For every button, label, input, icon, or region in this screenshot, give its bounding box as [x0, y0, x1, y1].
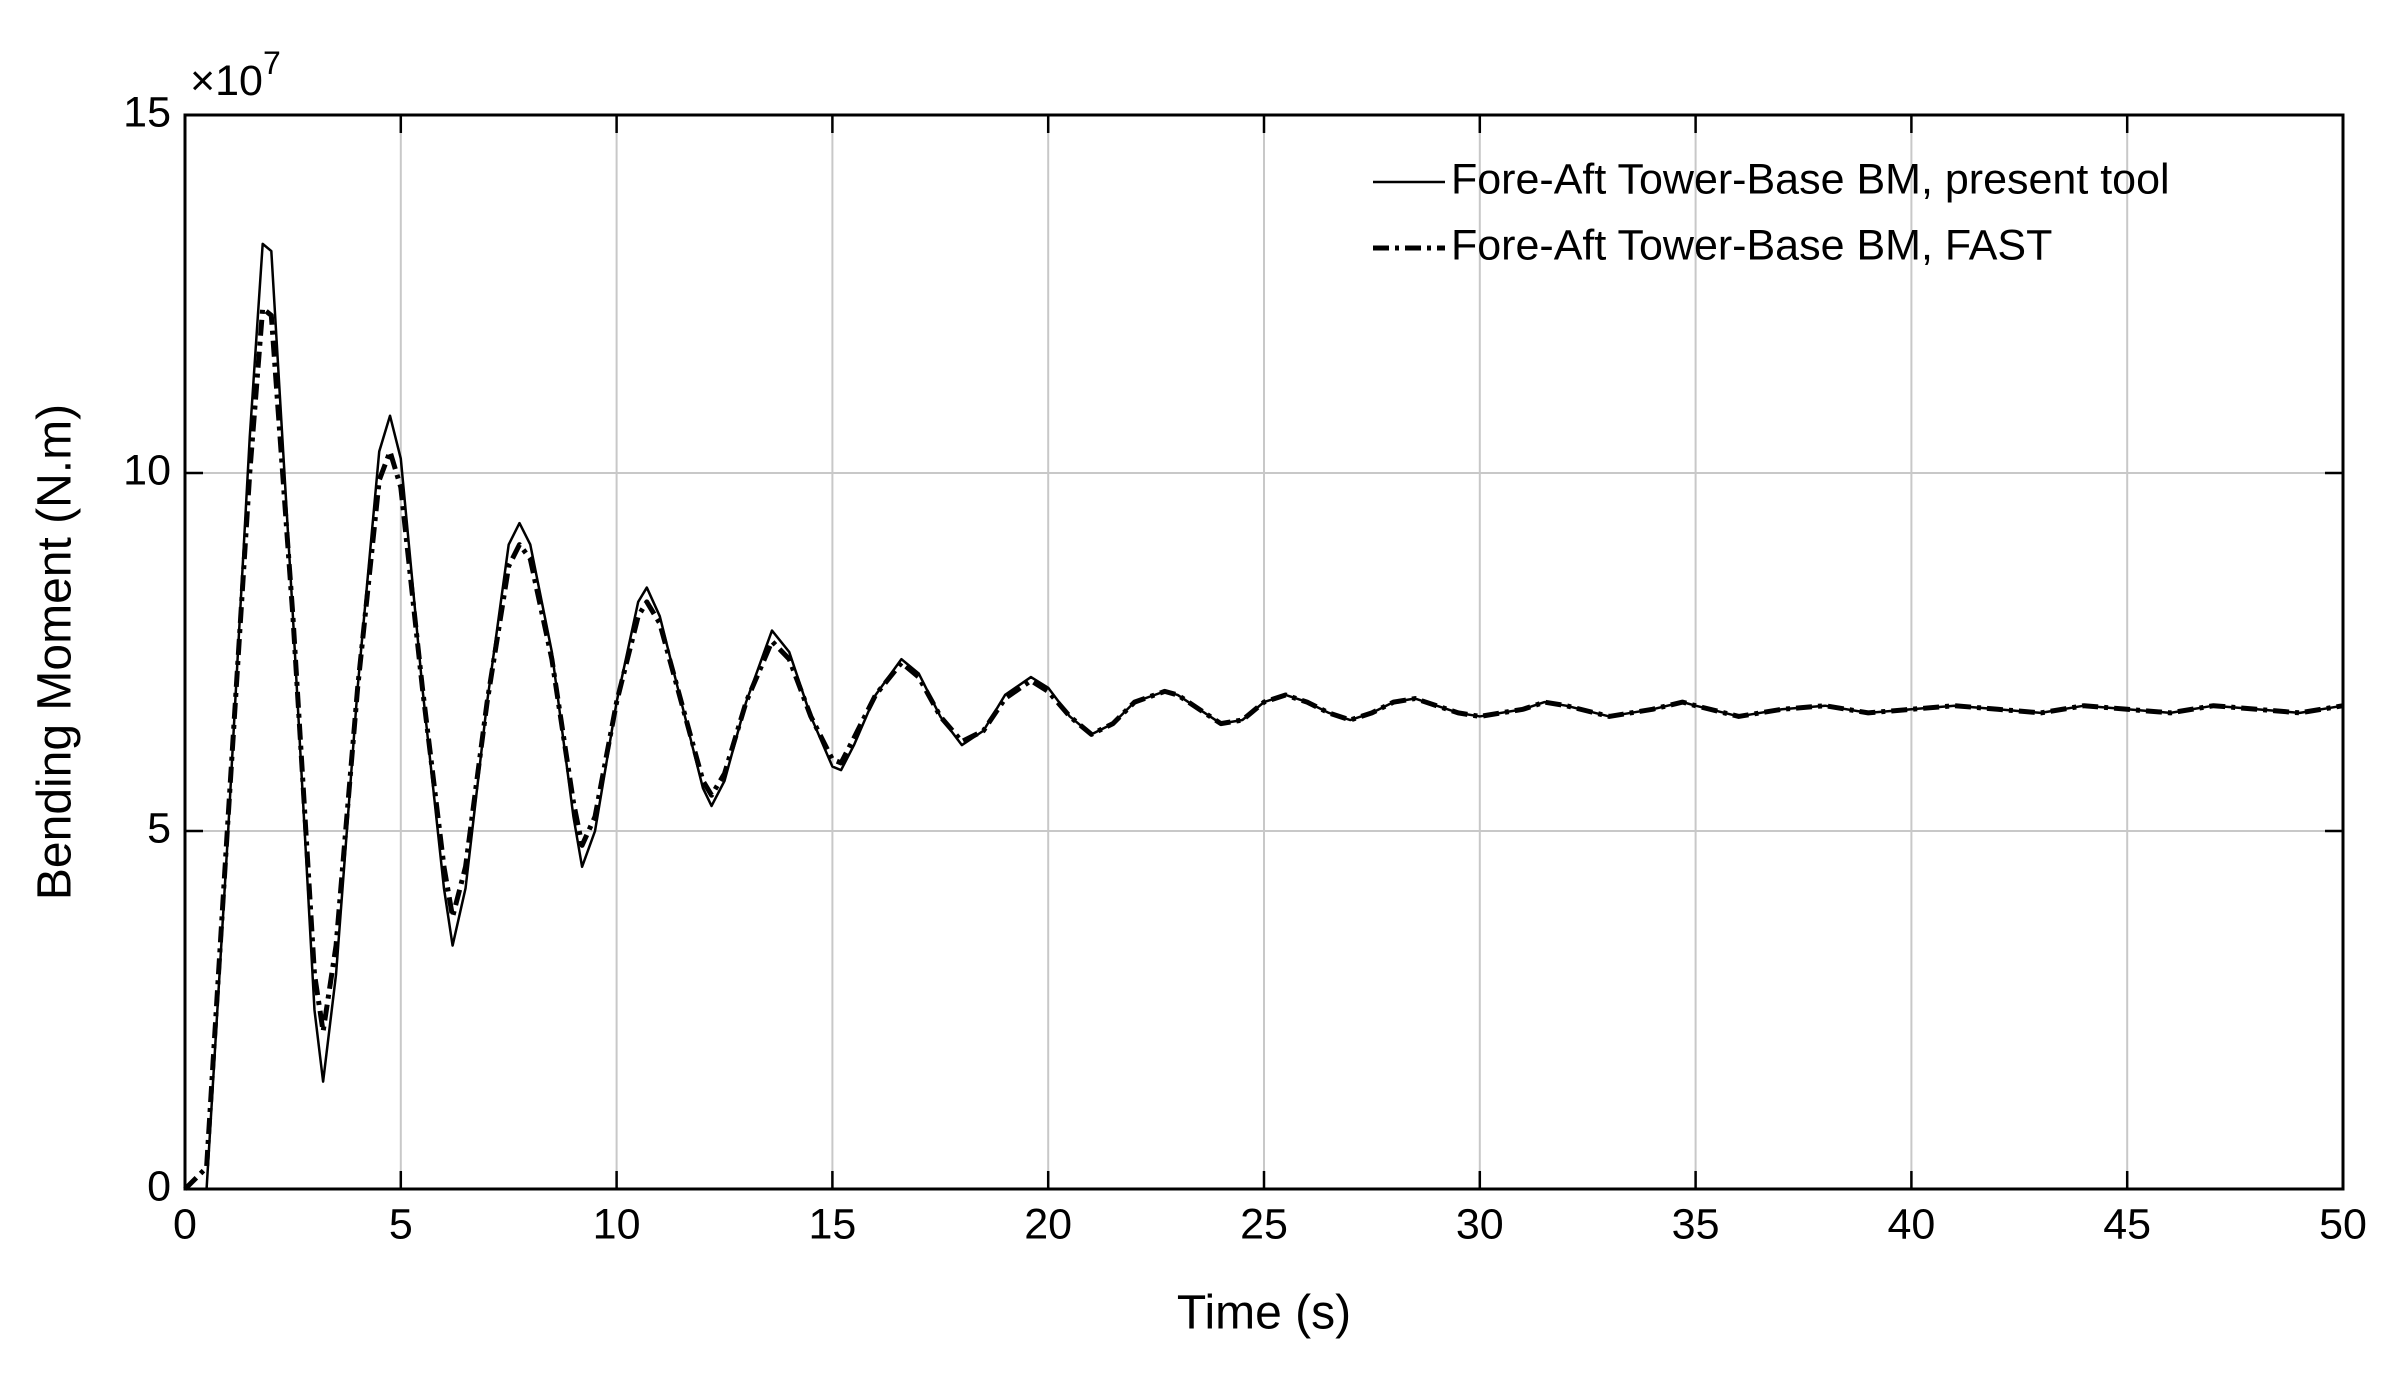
- y-multiplier-exponent: 7: [263, 45, 281, 81]
- x-axis-title: Time (s): [1177, 1287, 1351, 1340]
- x-tick-label: 45: [2103, 1200, 2151, 1248]
- y-multiplier-base: ×10: [190, 57, 263, 105]
- x-tick-label: 50: [2319, 1200, 2367, 1248]
- y-multiplier: ×107: [190, 45, 281, 105]
- x-tick-label: 30: [1456, 1200, 1504, 1248]
- legend-label: Fore-Aft Tower-Base BM, present tool: [1451, 155, 2170, 203]
- x-tick-label: 15: [808, 1200, 856, 1248]
- y-tick-label: 10: [123, 446, 171, 494]
- y-axis-title: Bending Moment (N.m): [29, 404, 82, 900]
- x-tick-label: 20: [1024, 1200, 1072, 1248]
- data-line: [183, 305, 2344, 1191]
- y-tick-label: 15: [123, 88, 171, 136]
- legend-label: Fore-Aft Tower-Base BM, FAST: [1451, 221, 2052, 269]
- x-tick-label: 35: [1672, 1200, 1720, 1248]
- x-tick-label: 10: [593, 1200, 641, 1248]
- y-tick-label: 5: [147, 804, 171, 852]
- x-tick-label: 25: [1240, 1200, 1288, 1248]
- y-tick-label: 0: [147, 1162, 171, 1210]
- x-tick-label: 40: [1887, 1200, 1935, 1248]
- x-tick-label: 0: [173, 1200, 197, 1248]
- plot-frame: [183, 113, 2345, 1191]
- x-tick-label: 5: [389, 1200, 413, 1248]
